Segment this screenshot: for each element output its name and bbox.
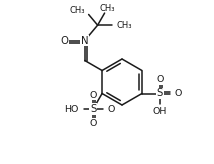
Text: CH₃: CH₃ — [70, 6, 85, 15]
Text: S: S — [157, 89, 163, 99]
Text: CH₃: CH₃ — [117, 21, 132, 30]
Text: O: O — [89, 91, 97, 100]
Text: O: O — [89, 119, 97, 128]
Text: O: O — [175, 89, 182, 98]
Text: OH: OH — [153, 107, 167, 116]
Text: S: S — [90, 104, 96, 114]
Text: O: O — [61, 35, 69, 45]
Text: O: O — [156, 75, 164, 84]
Text: O: O — [107, 105, 114, 114]
Text: CH₃: CH₃ — [99, 4, 115, 13]
Text: N: N — [81, 35, 89, 45]
Text: HO: HO — [64, 105, 78, 114]
